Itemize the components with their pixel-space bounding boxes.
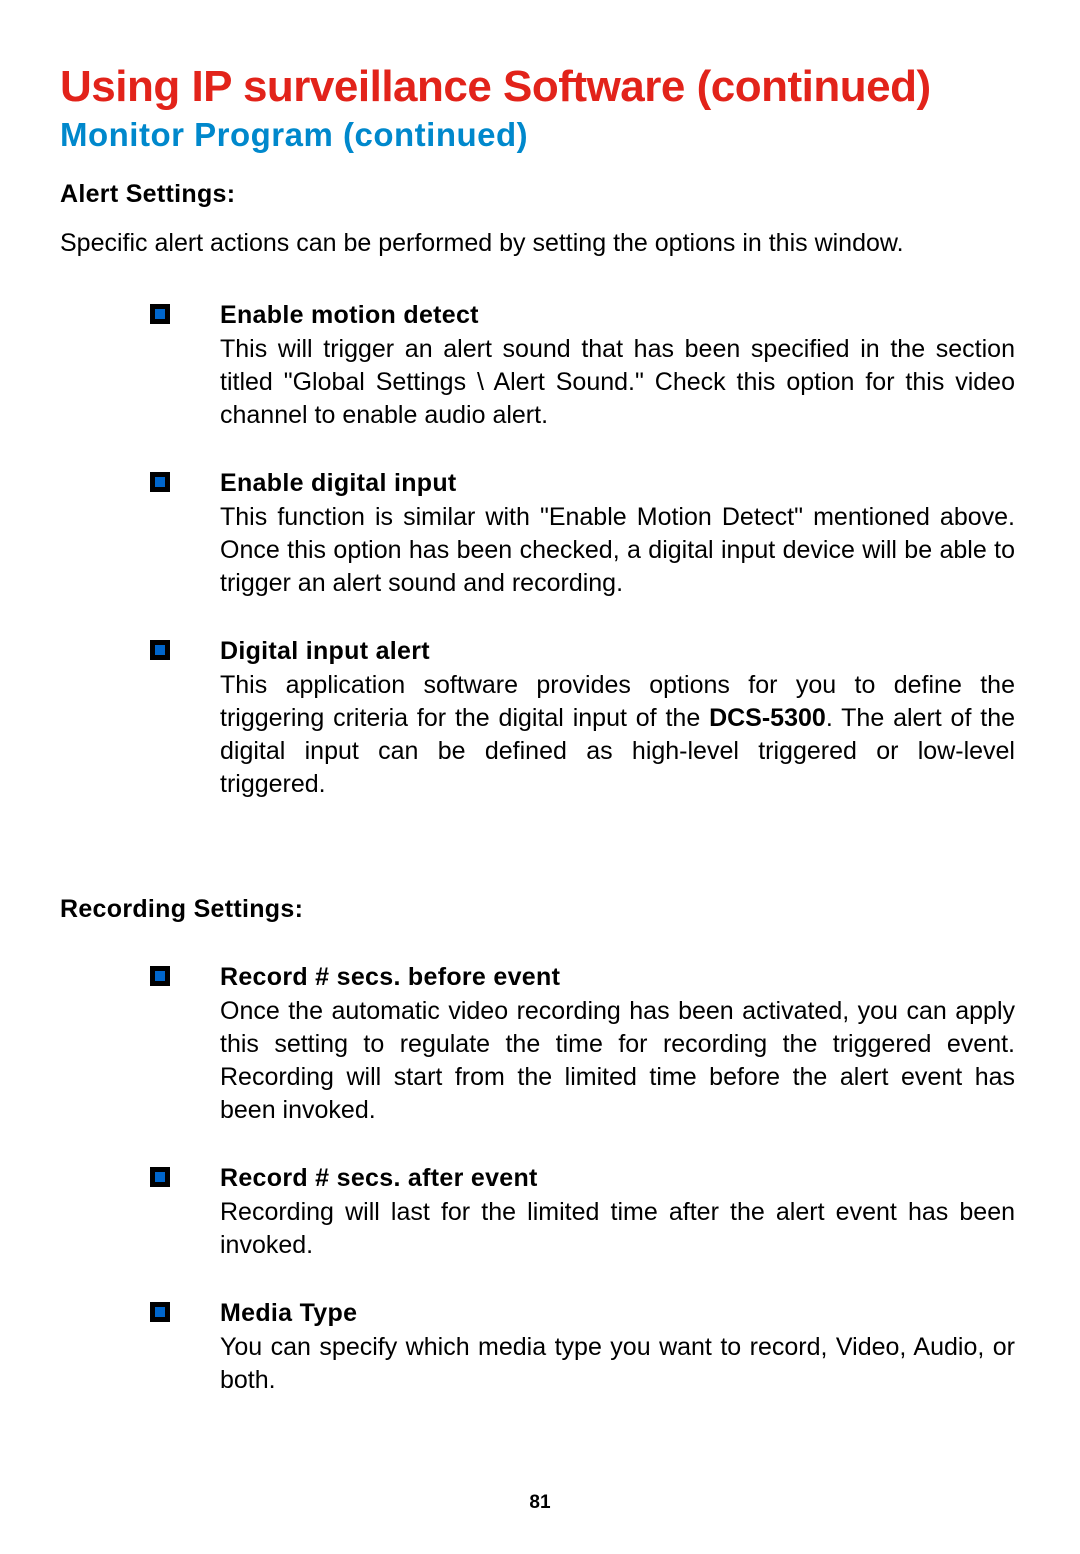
page-number: 81	[60, 1492, 1020, 1514]
body-bold: DCS-5300	[709, 704, 826, 732]
page-subtitle: Monitor Program (continued)	[60, 116, 1020, 154]
bullet-icon	[150, 472, 170, 492]
bullet-content: Media Type You can specify which media t…	[220, 1296, 1020, 1397]
bullet-body: Once the automatic video recording has b…	[220, 995, 1015, 1127]
bullet-body: This application software provides optio…	[220, 669, 1015, 801]
bullet-body: Recording will last for the limited time…	[220, 1196, 1015, 1262]
alert-item-motion-detect: Enable motion detect This will trigger a…	[60, 298, 1020, 432]
bullet-icon	[150, 640, 170, 660]
bullet-body: This will trigger an alert sound that ha…	[220, 333, 1015, 432]
bullet-title: Record # secs. before event	[220, 960, 1015, 995]
page-title: Using IP surveillance Software (continue…	[60, 62, 1020, 112]
bullet-title: Enable digital input	[220, 466, 1015, 501]
recording-item-before: Record # secs. before event Once the aut…	[60, 960, 1020, 1127]
recording-item-after: Record # secs. after event Recording wil…	[60, 1161, 1020, 1262]
bullet-title: Media Type	[220, 1296, 1015, 1331]
recording-settings-heading: Recording Settings:	[60, 895, 1020, 924]
bullet-body: This function is similar with "Enable Mo…	[220, 501, 1015, 600]
bullet-content: Digital input alert This application sof…	[220, 634, 1020, 801]
bullet-content: Record # secs. after event Recording wil…	[220, 1161, 1020, 1262]
alert-item-digital-input: Enable digital input This function is si…	[60, 466, 1020, 600]
bullet-icon	[150, 1167, 170, 1187]
bullet-body: You can specify which media type you wan…	[220, 1331, 1015, 1397]
bullet-icon	[150, 304, 170, 324]
bullet-icon	[150, 966, 170, 986]
bullet-content: Record # secs. before event Once the aut…	[220, 960, 1020, 1127]
bullet-title: Record # secs. after event	[220, 1161, 1015, 1196]
bullet-title: Enable motion detect	[220, 298, 1015, 333]
recording-item-media: Media Type You can specify which media t…	[60, 1296, 1020, 1397]
alert-settings-heading: Alert Settings:	[60, 180, 1020, 209]
bullet-title: Digital input alert	[220, 634, 1015, 669]
bullet-content: Enable digital input This function is si…	[220, 466, 1020, 600]
bullet-icon	[150, 1302, 170, 1322]
alert-item-digital-alert: Digital input alert This application sof…	[60, 634, 1020, 801]
bullet-content: Enable motion detect This will trigger a…	[220, 298, 1020, 432]
alert-intro-text: Specific alert actions can be performed …	[60, 227, 1020, 260]
